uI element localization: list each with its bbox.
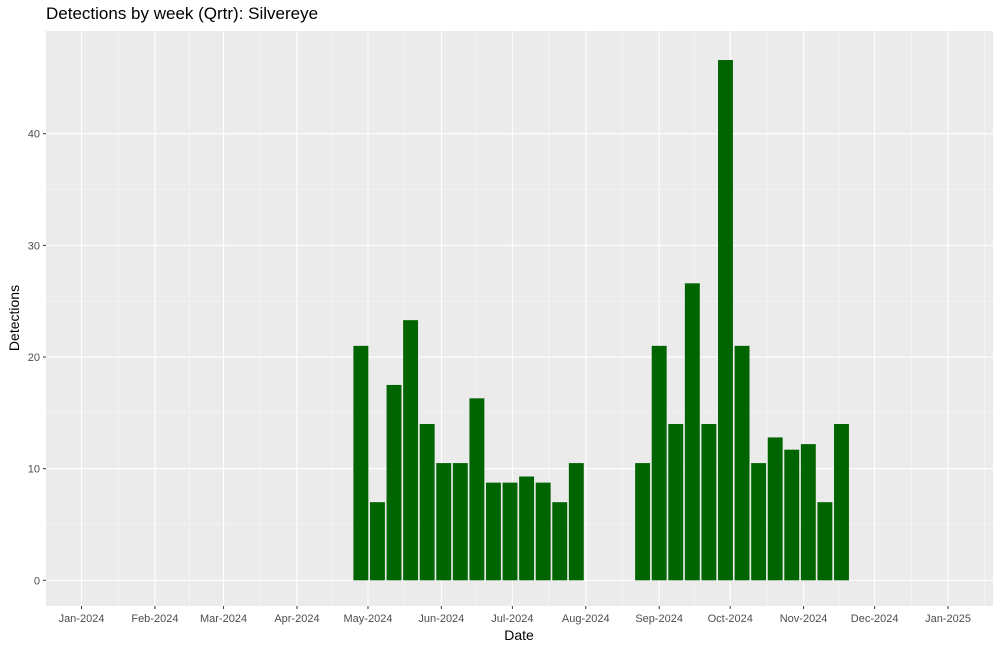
- bar: [469, 398, 485, 581]
- x-tick-label: Feb-2024: [131, 613, 178, 625]
- chart-title: Detections by week (Qrtr): Silvereye: [46, 4, 319, 23]
- bar-series: [353, 60, 849, 581]
- bar: [800, 444, 816, 581]
- x-tick-label: Apr-2024: [274, 613, 319, 625]
- bar: [767, 437, 783, 581]
- bar: [535, 482, 551, 581]
- axes: 0 10 20 30 40 Jan-2024 Feb-2024 Mar-2024 Apr-202…: [28, 129, 971, 625]
- x-tick-label: Jun-2024: [418, 613, 464, 625]
- bar: [817, 502, 833, 581]
- y-tick-label: 30: [28, 240, 40, 252]
- x-tick-label: May-2024: [344, 613, 393, 625]
- bar: [452, 463, 468, 581]
- bar: [403, 320, 419, 581]
- bar: [502, 482, 518, 581]
- bar: [419, 424, 435, 581]
- bar: [353, 345, 369, 581]
- bar: [519, 476, 535, 581]
- bar: [635, 463, 651, 581]
- bar: [552, 502, 568, 581]
- x-axis-label: Date: [504, 627, 534, 643]
- bar: [734, 345, 750, 581]
- x-tick-label: Nov-2024: [780, 613, 828, 625]
- bar: [751, 463, 767, 581]
- bar: [568, 463, 584, 581]
- bar: [485, 482, 501, 581]
- bar: [651, 345, 667, 581]
- bar: [369, 502, 385, 581]
- bar: [718, 60, 733, 581]
- bar: [386, 384, 402, 581]
- bar: [834, 424, 849, 581]
- x-tick-label: Aug-2024: [562, 613, 610, 625]
- y-tick-label: 40: [28, 129, 40, 141]
- x-tick-label: Jul-2024: [491, 613, 533, 625]
- x-tick-label: Jan-2025: [925, 613, 971, 625]
- x-tick-label: Sep-2024: [635, 613, 683, 625]
- bar: [784, 449, 800, 581]
- bar: [668, 424, 684, 581]
- y-tick-label: 10: [28, 464, 40, 476]
- x-tick-label: Oct-2024: [708, 613, 753, 625]
- x-tick-label: Dec-2024: [851, 613, 899, 625]
- minor-gridlines: [46, 31, 993, 606]
- y-tick-label: 0: [34, 575, 40, 587]
- x-tick-label: Mar-2024: [200, 613, 247, 625]
- bar: [684, 283, 700, 581]
- bar: [436, 463, 452, 581]
- y-tick-label: 20: [28, 352, 40, 364]
- x-tick-label: Jan-2024: [59, 613, 105, 625]
- bar: [701, 424, 717, 581]
